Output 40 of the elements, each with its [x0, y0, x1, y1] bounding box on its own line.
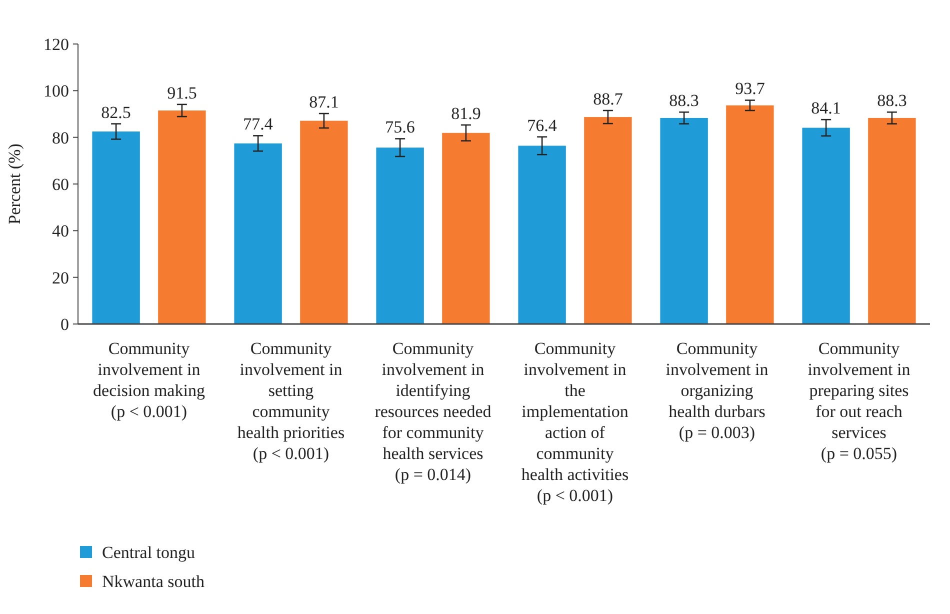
legend-label: Central tongu — [102, 542, 196, 562]
y-tick-label: 100 — [44, 82, 69, 101]
y-tick-label: 40 — [52, 222, 69, 241]
bar — [802, 128, 850, 324]
data-label: 84.1 — [811, 98, 841, 118]
data-label: 87.1 — [309, 92, 339, 112]
bar — [660, 118, 708, 324]
bar — [158, 110, 206, 324]
y-tick-label: 120 — [44, 34, 69, 54]
data-label: 91.5 — [167, 83, 197, 102]
data-label: 81.9 — [451, 104, 481, 123]
x-tick-label: Community involvement in setting community health priorities (p < 0.001) — [237, 339, 345, 463]
x-tick-label: Community involvement in organizing health durbars (p = 0.003) — [666, 339, 769, 442]
legend-label: Nkwanta south — [102, 572, 205, 591]
bar — [868, 118, 916, 324]
x-tick-label: Community involvement in decision making (p < 0.001) — [93, 339, 206, 421]
bar — [584, 117, 632, 324]
y-axis-title: Percent (%) — [5, 144, 24, 224]
bar — [300, 120, 348, 324]
bar — [518, 146, 566, 324]
data-label: 75.6 — [385, 118, 415, 137]
y-tick-label: 60 — [52, 174, 69, 194]
bar — [92, 132, 140, 324]
y-tick-label: 0 — [60, 314, 69, 334]
bar — [442, 132, 490, 324]
data-label: 77.4 — [243, 114, 274, 134]
y-tick-label: 80 — [52, 128, 69, 148]
data-label: 82.5 — [101, 102, 131, 122]
x-tick-label: Community involvement in preparing sites for out reach services (p = 0.055) — [808, 339, 911, 463]
y-tick-label: 20 — [52, 268, 69, 288]
x-tick-label: Community involvement in the implementation action of community health activities (p < 0.001) — [521, 339, 629, 505]
data-label: 88.7 — [593, 90, 624, 108]
data-label: 93.7 — [735, 79, 766, 98]
bar — [376, 148, 424, 324]
bar — [234, 143, 282, 324]
data-label: 76.4 — [527, 116, 558, 135]
x-tick-label: Community involvement in identifying resources needed for community health services (p = 0.014) — [374, 339, 492, 484]
data-label: 88.3 — [669, 91, 699, 110]
bar — [726, 105, 774, 324]
data-label: 88.3 — [877, 91, 907, 110]
